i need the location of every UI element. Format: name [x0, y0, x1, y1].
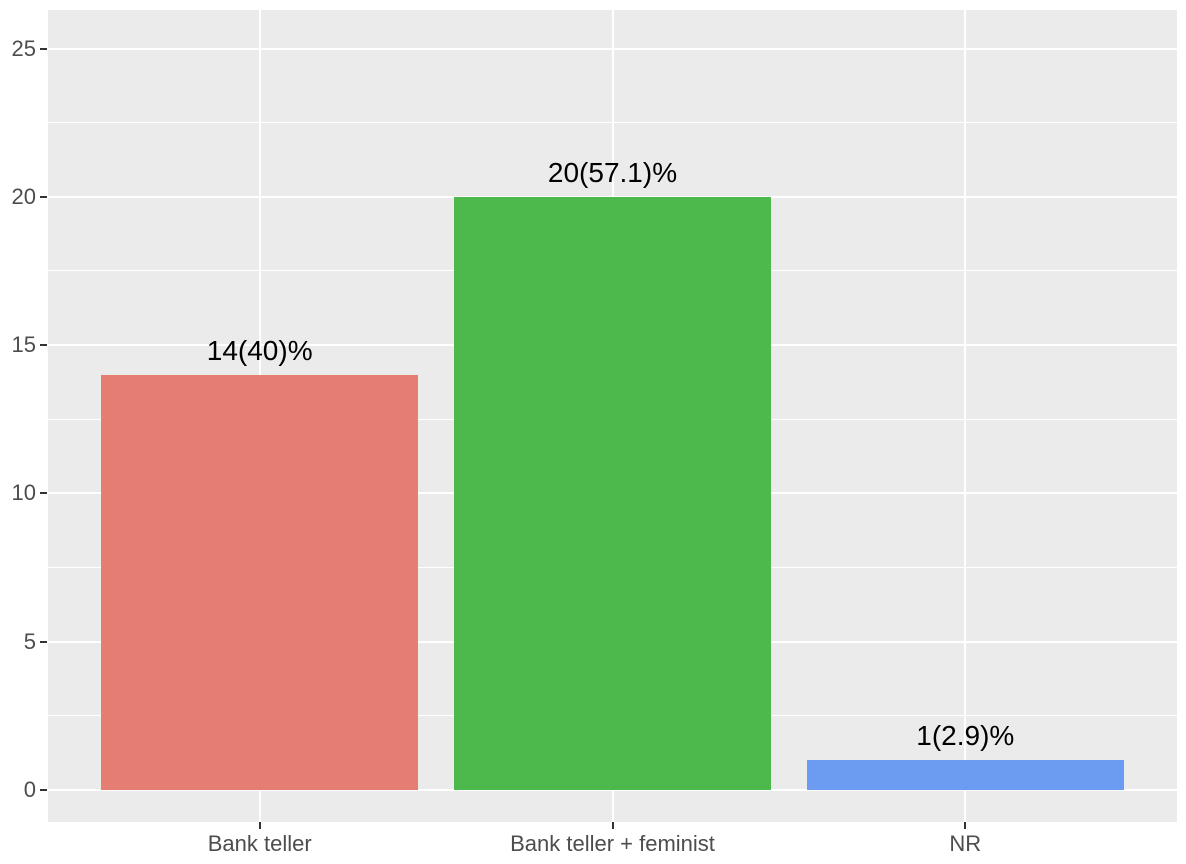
y-tick-label-5: 5 [23, 628, 36, 654]
plot-panel [48, 10, 1177, 822]
y-tick-mark-5 [40, 640, 47, 643]
y-tick-mark-25 [40, 47, 47, 50]
x-tick-mark-bank-teller-feminist [611, 822, 614, 829]
x-tick-label-bank-teller-feminist: Bank teller + feminist [510, 831, 715, 856]
bar-bank-teller-feminist [453, 196, 772, 790]
bar-value-label-bank-teller-feminist: 20(57.1)% [547, 156, 678, 188]
y-tick-label-20: 20 [11, 183, 36, 209]
x-tick-mark-nr [964, 822, 967, 829]
y-tick-label-25: 25 [11, 35, 36, 61]
y-tick-mark-15 [40, 344, 47, 347]
bar-nr [806, 760, 1125, 790]
y-tick-label-0: 0 [23, 776, 36, 802]
y-tick-label-15: 15 [11, 332, 36, 358]
y-tick-mark-0 [40, 788, 47, 791]
bar-bank-teller [100, 374, 419, 790]
bar-value-label-nr: 1(2.9)% [916, 720, 1015, 752]
y-tick-mark-20 [40, 195, 47, 198]
gridline-vert-nr [964, 10, 967, 822]
x-tick-label-nr: NR [949, 831, 982, 856]
x-tick-label-bank-teller: Bank teller [207, 831, 312, 856]
x-tick-mark-bank-teller [258, 822, 261, 829]
y-tick-mark-10 [40, 492, 47, 495]
y-tick-label-10: 10 [11, 480, 36, 506]
bar-value-label-bank-teller: 14(40)% [206, 334, 313, 366]
